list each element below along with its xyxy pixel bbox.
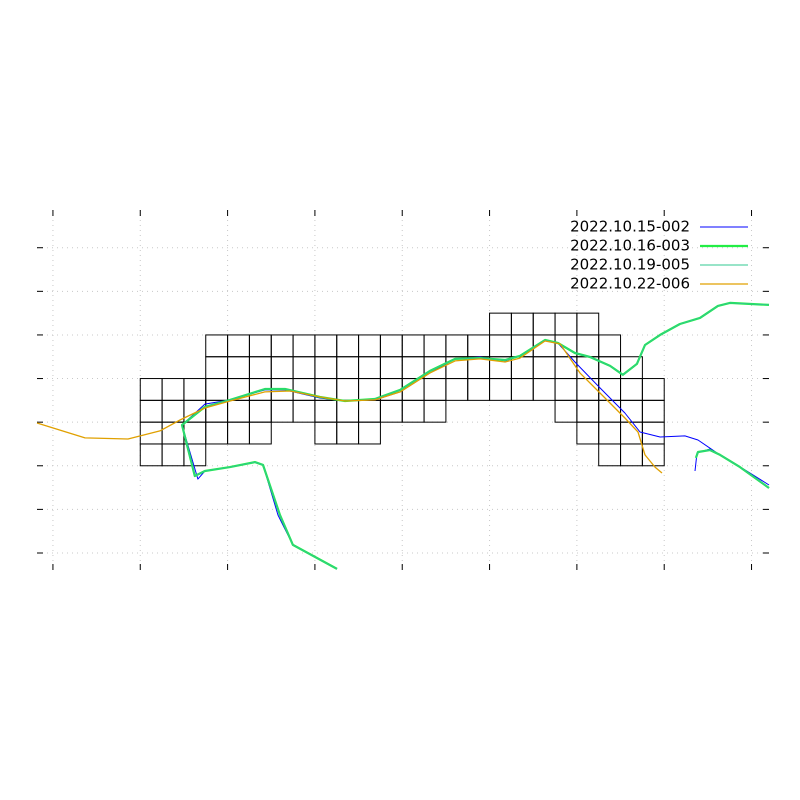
grid-cell — [445, 378, 469, 401]
grid-cell — [532, 378, 556, 401]
grid-cell — [336, 356, 360, 380]
grid-cell — [358, 334, 381, 358]
grid-cell — [489, 334, 512, 358]
grid-cell — [641, 378, 665, 401]
grid-cell — [358, 356, 381, 380]
grid-cell — [314, 356, 338, 380]
grid-cell — [379, 399, 403, 423]
grid-cell — [161, 421, 185, 445]
grid-cell — [227, 334, 250, 358]
grid-cell — [379, 356, 403, 380]
grid-cell — [314, 334, 338, 358]
grid-cell — [576, 378, 600, 401]
grid-cell — [205, 421, 229, 445]
grid-cell — [314, 421, 338, 445]
grid-cell — [292, 334, 316, 358]
grid-cell — [336, 378, 360, 401]
series-line — [181, 302, 770, 570]
grid-cell — [423, 334, 447, 358]
grid-cell — [314, 399, 338, 423]
grid-cell — [292, 399, 316, 423]
grid-cell — [489, 312, 512, 336]
grid-cell — [161, 443, 185, 467]
grid-cell — [336, 421, 360, 445]
legend-label: 2022.10.16-003 — [570, 237, 690, 255]
grid-cell — [183, 421, 207, 445]
grid-cell — [205, 334, 229, 358]
grid-cell — [401, 399, 425, 423]
legend-label: 2022.10.19-005 — [570, 256, 690, 274]
grid-cell — [554, 399, 578, 423]
grid-cell — [183, 399, 207, 423]
grid-cell — [270, 399, 294, 423]
legend-label: 2022.10.15-002 — [570, 218, 690, 236]
series-line — [181, 339, 770, 570]
grid-cell — [205, 378, 229, 401]
grid-cell — [161, 399, 185, 423]
grid-cell — [423, 378, 447, 401]
grid-cell — [358, 421, 381, 445]
grid-cell — [248, 334, 272, 358]
grid-cell — [576, 421, 600, 445]
grid-cell — [620, 443, 643, 467]
grid-cell — [205, 356, 229, 380]
grid-cell — [227, 421, 250, 445]
grid-cell — [227, 399, 250, 423]
series-line — [36, 340, 663, 474]
grid-cell — [598, 334, 622, 358]
grid-cell — [227, 356, 250, 380]
grid-cell — [270, 356, 294, 380]
grid-cell — [510, 312, 534, 336]
grid-cell — [292, 356, 316, 380]
grid-cell — [598, 356, 622, 380]
grid-cell — [532, 356, 556, 380]
grid-cell — [467, 378, 491, 401]
grid-cell — [598, 443, 622, 467]
grid-cell — [248, 399, 272, 423]
grid-cell — [401, 356, 425, 380]
grid-cell — [161, 378, 185, 401]
grid-cell — [576, 312, 600, 336]
grid-cell — [401, 334, 425, 358]
grid-cell — [292, 378, 316, 401]
grid-cell — [248, 421, 272, 445]
grid-cell — [620, 356, 643, 380]
grid-cell — [270, 334, 294, 358]
grid-cell — [576, 399, 600, 423]
grid-cell — [532, 312, 556, 336]
grid-cell — [598, 399, 622, 423]
grid-cell — [467, 334, 491, 358]
grid-cell — [554, 312, 578, 336]
grid-cell — [379, 334, 403, 358]
grid-cell — [554, 378, 578, 401]
grid-cell — [248, 356, 272, 380]
grid-cell — [336, 399, 360, 423]
grid-cell — [423, 399, 447, 423]
grid-cell — [641, 399, 665, 423]
grid-cell — [510, 378, 534, 401]
grid-cell — [598, 421, 622, 445]
grid-cell — [183, 378, 207, 401]
grid-cell — [445, 334, 469, 358]
grid-cell — [139, 378, 163, 401]
grid-cell — [620, 378, 643, 401]
legend-label: 2022.10.22-006 — [570, 275, 690, 293]
grid-cell — [358, 399, 381, 423]
grid-cell — [489, 378, 512, 401]
grid-cell — [139, 443, 163, 467]
grid-cell — [336, 334, 360, 358]
grid-cell — [139, 399, 163, 423]
